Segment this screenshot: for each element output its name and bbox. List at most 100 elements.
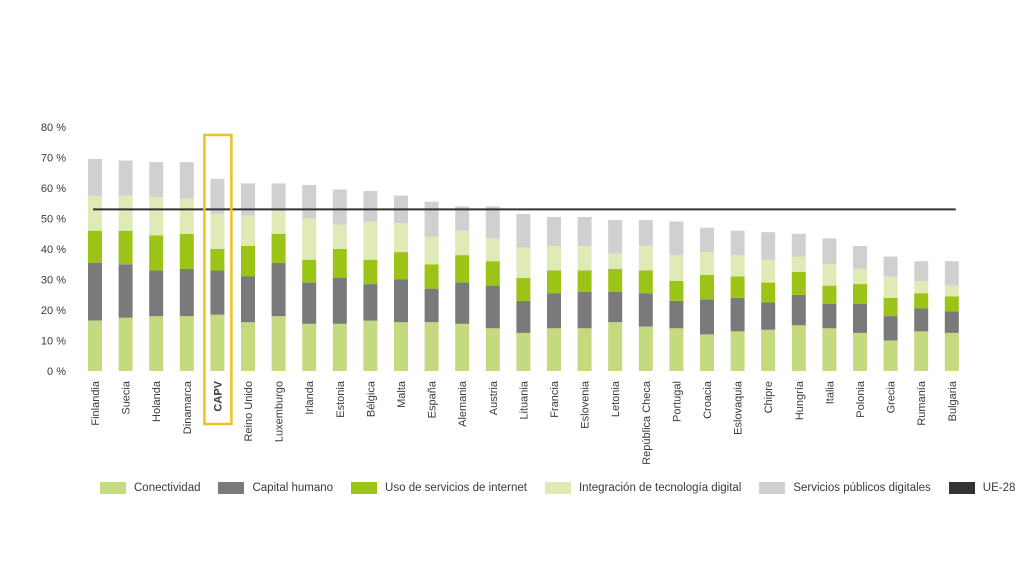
bar-segment xyxy=(914,308,929,332)
bar-segment xyxy=(394,279,408,323)
bar-segment xyxy=(363,259,378,285)
bar-segment xyxy=(547,328,561,371)
bar-segment xyxy=(730,276,745,298)
x-tick-label: Lituania xyxy=(518,380,530,419)
bar-segment xyxy=(394,322,408,371)
bar-segment xyxy=(577,291,592,329)
bar-segment xyxy=(485,328,500,371)
bar-segment xyxy=(485,238,500,262)
bar-segment xyxy=(730,297,745,332)
bar-segment xyxy=(149,197,164,236)
bar-segment xyxy=(302,282,317,324)
bar-segment xyxy=(424,201,439,237)
bar-segment xyxy=(485,261,500,286)
x-tick-label: Rumanía xyxy=(916,380,928,426)
bar-segment xyxy=(394,252,408,280)
legend-swatch xyxy=(544,482,571,494)
bar-segment xyxy=(302,185,317,219)
bar-segment xyxy=(914,293,929,309)
legend-label: Uso de servicios de internet xyxy=(385,482,527,494)
bar-segment xyxy=(944,261,959,286)
bar-segment xyxy=(914,261,929,281)
bar-segment xyxy=(761,282,776,303)
y-tick-label: 20 % xyxy=(41,305,66,317)
bar-segment xyxy=(638,220,653,246)
legend-swatch xyxy=(100,482,126,494)
bar-segment xyxy=(853,284,867,304)
bar-segment xyxy=(88,195,102,231)
bar-segment xyxy=(210,270,225,315)
x-tick-label: Estonia xyxy=(335,380,347,418)
bar-segment xyxy=(914,281,929,294)
bar-segment xyxy=(516,247,531,278)
y-tick-label: 80 % xyxy=(41,122,66,134)
x-tick-label: Croacia xyxy=(702,380,714,419)
bar-segment xyxy=(547,217,561,246)
bar-segment xyxy=(271,210,286,234)
bar-segment xyxy=(302,218,317,260)
legend-label: Integración de tecnología digital xyxy=(578,482,742,494)
legend-label: UE-28 xyxy=(982,482,1016,494)
bar-segment xyxy=(363,191,378,222)
bar-segment xyxy=(302,259,317,283)
x-tick-label: Bulgaria xyxy=(947,380,959,421)
bar-segment xyxy=(88,262,102,321)
legend-item: UE-28 xyxy=(948,482,1016,494)
legend-item: Capital humano xyxy=(218,482,333,494)
x-tick-label: España xyxy=(427,380,439,418)
bar-segment xyxy=(791,233,806,257)
bar-segment xyxy=(179,316,194,371)
legend-item: Servicios públicos digitales xyxy=(759,482,931,494)
highlight-group xyxy=(203,133,233,426)
bar-segment xyxy=(455,323,470,371)
bar-segment xyxy=(424,288,439,323)
bar-segment xyxy=(118,264,133,318)
y-tick-label: 30 % xyxy=(41,275,66,287)
bar-segment xyxy=(669,255,684,281)
bar-segment xyxy=(455,206,470,231)
x-tick-label: Italia xyxy=(824,380,836,404)
x-tick-label: Irlanda xyxy=(304,380,316,415)
bar-segment xyxy=(608,291,623,323)
x-tick-label: Eslovaquia xyxy=(733,380,745,435)
legend-label: Capital humano xyxy=(252,482,334,494)
x-tick-label: Malta xyxy=(396,380,408,408)
bar-segment xyxy=(577,217,592,246)
x-tick-label: Finlandia xyxy=(90,380,102,426)
legend-item: Uso de servicios de internet xyxy=(351,482,527,494)
bar-segment xyxy=(944,296,959,312)
legend-swatch xyxy=(759,482,786,494)
bar-segment xyxy=(516,300,531,333)
bar-segment xyxy=(791,256,806,272)
bar-segment xyxy=(791,325,806,372)
x-tick-label: Dinamarca xyxy=(182,380,194,434)
bar-segment xyxy=(608,322,623,371)
bar-segment xyxy=(608,253,623,269)
bar-segment xyxy=(118,317,133,371)
bar-segment xyxy=(577,270,592,292)
x-tick-label: Portugal xyxy=(671,381,683,422)
bar-segment xyxy=(547,293,561,329)
bar-segment xyxy=(914,331,929,371)
bar-segment xyxy=(332,323,347,371)
bar-segment xyxy=(761,259,776,283)
bar-segment xyxy=(822,328,837,371)
bar-segment xyxy=(822,285,837,304)
bar-segment xyxy=(638,326,653,371)
bar-segment xyxy=(700,334,714,371)
x-tick-label: Luxemburgo xyxy=(274,381,286,442)
bar-segment xyxy=(730,230,745,256)
bar-segment xyxy=(179,233,194,269)
bar-segment xyxy=(577,246,592,271)
bar-segment xyxy=(791,271,806,295)
bar-segment xyxy=(455,255,470,283)
bar-segment xyxy=(424,322,439,371)
bar-segment xyxy=(944,285,959,297)
bar-segment xyxy=(669,328,684,371)
bar-segment xyxy=(638,246,653,271)
bar-segment xyxy=(485,206,500,239)
bar-segment xyxy=(700,252,714,275)
bar-segment xyxy=(363,221,378,260)
bar-segment xyxy=(149,270,164,317)
